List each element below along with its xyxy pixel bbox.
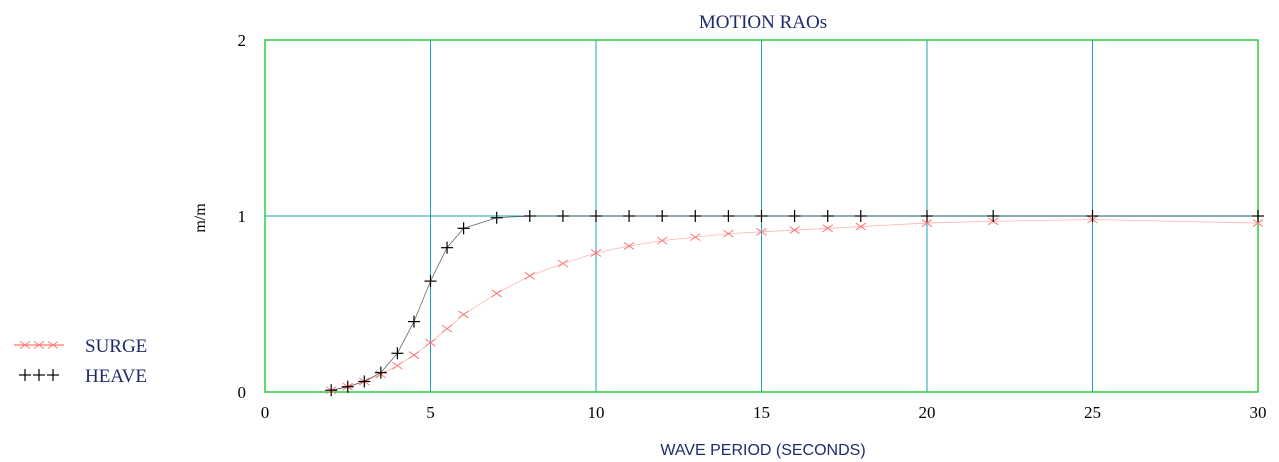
data-point-heave-10 (523, 210, 536, 222)
legend-marker-surge-1 (33, 341, 45, 349)
legend-marker-surge-0 (19, 341, 31, 349)
x-tick-label-15: 15 (753, 403, 770, 422)
data-point-surge-21 (921, 219, 933, 227)
data-point-surge-14 (656, 236, 668, 245)
data-point-surge-20 (855, 222, 867, 231)
data-point-surge-9 (491, 289, 502, 298)
data-point-heave-22 (987, 210, 1000, 222)
data-point-heave-13 (623, 210, 636, 222)
series-line-surge (331, 219, 1259, 391)
legend-label-heave: HEAVE (85, 366, 147, 387)
data-point-heave-9 (490, 211, 503, 224)
data-point-surge-16 (723, 229, 734, 238)
data-point-heave-19 (821, 210, 834, 222)
data-point-surge-19 (822, 224, 833, 233)
legend-swatch-heave (19, 369, 59, 381)
data-point-heave-2 (358, 375, 371, 388)
data-point-surge-15 (690, 233, 701, 242)
data-point-heave-0 (325, 384, 338, 397)
x-tick-label-20: 20 (919, 403, 936, 422)
data-point-heave-21 (921, 210, 933, 222)
data-point-surge-8 (458, 310, 469, 319)
series-surge (325, 215, 1264, 395)
series-group (325, 210, 1264, 397)
legend-marker-heave-2 (47, 369, 59, 381)
data-point-surge-17 (756, 227, 767, 236)
legend-swatch-surge (14, 341, 64, 349)
y-tick-label-2: 2 (238, 31, 247, 50)
data-point-heave-12 (590, 210, 602, 222)
series-line-heave (331, 215, 1258, 391)
data-point-surge-12 (590, 249, 602, 257)
data-point-heave-17 (755, 210, 768, 222)
data-point-heave-6 (424, 275, 437, 288)
data-point-surge-4 (392, 361, 403, 370)
tick-labels: 0 5 10 15 20 25 30 0 1 2 (238, 31, 1267, 422)
data-point-surge-24 (1252, 219, 1264, 227)
x-tick-label-30: 30 (1250, 403, 1267, 422)
chart-title: MOTION RAOs (699, 12, 827, 33)
data-point-surge-18 (789, 226, 800, 234)
x-tick-label-0: 0 (261, 403, 270, 422)
legend-label-surge: SURGE (85, 336, 147, 357)
data-point-heave-1 (341, 380, 354, 393)
data-point-surge-11 (557, 259, 569, 268)
x-tick-label-25: 25 (1084, 403, 1101, 422)
data-point-surge-13 (623, 242, 635, 250)
y-axis-label: m/m (192, 203, 209, 233)
data-point-heave-5 (407, 315, 420, 328)
legend-item-heave: HEAVE (19, 366, 147, 387)
data-point-heave-23 (1086, 210, 1099, 222)
data-point-heave-15 (689, 210, 702, 222)
data-point-heave-14 (656, 210, 669, 222)
data-point-heave-3 (374, 366, 387, 379)
data-point-surge-10 (524, 271, 536, 280)
data-point-heave-8 (457, 222, 470, 235)
x-tick-label-5: 5 (426, 403, 435, 422)
y-tick-label-0: 0 (238, 383, 247, 402)
x-tick-label-10: 10 (588, 403, 605, 422)
x-axis-label: WAVE PERIOD (SECONDS) (660, 442, 865, 459)
data-point-heave-16 (722, 210, 735, 222)
legend-marker-heave-1 (33, 369, 45, 381)
y-tick-label-1: 1 (238, 207, 247, 226)
data-point-surge-6 (425, 338, 436, 347)
data-point-heave-11 (556, 210, 569, 222)
data-point-heave-18 (788, 210, 801, 222)
legend: SURGE HEAVE (14, 336, 147, 387)
data-point-heave-7 (441, 241, 454, 254)
data-point-heave-4 (391, 347, 404, 360)
data-point-surge-7 (441, 324, 453, 333)
series-heave (325, 210, 1264, 397)
legend-marker-heave-0 (19, 369, 31, 381)
legend-item-surge: SURGE (14, 336, 147, 357)
data-point-surge-5 (408, 351, 420, 359)
legend-marker-surge-2 (47, 341, 59, 349)
data-point-heave-20 (854, 210, 867, 222)
data-point-heave-24 (1252, 210, 1264, 222)
